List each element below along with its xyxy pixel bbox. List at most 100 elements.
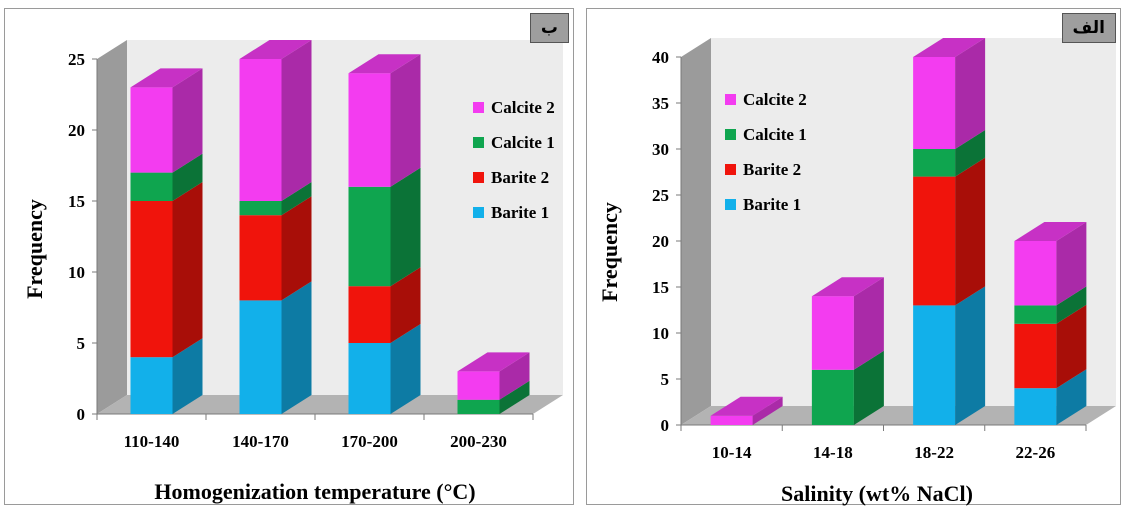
- bar-segment-side: [172, 153, 203, 201]
- x-tick-label: 22-26: [1016, 443, 1056, 462]
- bar-segment-front: [1014, 388, 1057, 425]
- bar-segment-front: [913, 57, 956, 149]
- bar-segment-side: [281, 196, 312, 301]
- bar-segment-side: [390, 324, 421, 414]
- bar-top-face: [348, 54, 421, 74]
- bar-segment-front: [348, 73, 391, 187]
- side-wall: [681, 38, 711, 425]
- bar-segment-front: [1014, 241, 1057, 306]
- legend-swatch: [725, 164, 736, 175]
- legend-label: Barite 2: [491, 168, 549, 187]
- bar-segment-front: [239, 59, 282, 201]
- y-tick-label: 15: [68, 192, 85, 211]
- bar-segment-side: [172, 182, 203, 358]
- legend-label: Barite 2: [743, 160, 801, 179]
- x-tick-label: 200-230: [450, 432, 507, 451]
- homogenization-temperature-chart: 0 5 10 15 20 25 110-140 140-170 170-200 200-230 Ca…: [4, 8, 574, 505]
- homogenization-chart-svg: 0 5 10 15 20 25 110-140 140-170 170-200 200-230 Ca…: [22, 40, 563, 504]
- x-tick-label: 14-18: [813, 443, 853, 462]
- x-axis-title: Salinity (wt% NaCl): [781, 481, 973, 506]
- bar-segment-side: [853, 350, 884, 425]
- bar-segment-side: [752, 396, 783, 425]
- bar-segment-front: [457, 399, 500, 414]
- bar-segment-front: [130, 87, 173, 173]
- legend-swatch: [473, 207, 484, 218]
- bar-segment-side: [390, 54, 421, 187]
- legend-swatch: [473, 172, 484, 183]
- bar-top-face: [1014, 222, 1087, 241]
- bar-segment-side: [499, 352, 530, 400]
- bar-segment-front: [811, 369, 854, 425]
- y-tick-label: 20: [652, 232, 669, 251]
- y-tick-label: 20: [68, 121, 85, 140]
- bar-segment-front: [239, 215, 282, 301]
- floor: [681, 406, 1116, 425]
- salinity-chart: 0 5 10 15 20 25 30 35 40 10-14 14-18 18-22 22-26 Calc…: [586, 8, 1121, 506]
- legend-label: Calcite 2: [491, 98, 555, 117]
- bar-segment-side: [281, 40, 312, 201]
- bar-segment-front: [239, 201, 282, 216]
- legend-label: Barite 1: [491, 203, 549, 222]
- bar-segment-side: [390, 267, 421, 343]
- bar-segment-front: [1014, 323, 1057, 389]
- y-tick-label: 5: [661, 370, 670, 389]
- y-tick-label: 5: [77, 334, 86, 353]
- y-tick-label: 25: [652, 186, 669, 205]
- panel-tag-left: ب: [529, 13, 569, 43]
- x-tick-label: 10-14: [712, 443, 752, 462]
- legend-swatch: [473, 102, 484, 113]
- bar-segment-front: [130, 172, 173, 201]
- bar-segment-front: [811, 296, 854, 370]
- legend-swatch: [725, 129, 736, 140]
- legend-swatch: [725, 94, 736, 105]
- bar-segment-front: [913, 305, 956, 425]
- panel-tag-right: الف: [1061, 13, 1116, 43]
- bar-segment-front: [348, 186, 391, 287]
- legend-label: Calcite 1: [743, 125, 807, 144]
- bar-segment-front: [913, 176, 956, 306]
- legend-swatch: [725, 199, 736, 210]
- y-tick-label: 15: [652, 278, 669, 297]
- y-tick-label: 0: [77, 405, 86, 424]
- bar-segment-side: [390, 167, 421, 287]
- bar-segment-side: [1056, 222, 1087, 306]
- bar-segment-front: [710, 415, 753, 425]
- x-axis-title: Homogenization temperature (°C): [154, 479, 475, 504]
- bar-segment-front: [130, 201, 173, 358]
- bar-segment-side: [955, 130, 986, 177]
- bar-segment-side: [1056, 304, 1087, 389]
- bar-segment-side: [955, 286, 986, 425]
- bar-segment-side: [281, 182, 312, 216]
- legend-label: Calcite 1: [491, 133, 555, 152]
- bar-segment-side: [281, 281, 312, 414]
- bar-top-face: [457, 352, 530, 372]
- y-tick-label: 30: [652, 140, 669, 159]
- bar-segment-side: [1056, 369, 1087, 425]
- x-tick-label: 18-22: [914, 443, 954, 462]
- back-wall: [127, 40, 563, 395]
- x-tick-label: 140-170: [232, 432, 289, 451]
- bar-segment-side: [1056, 286, 1087, 324]
- bar-top-face: [710, 396, 783, 416]
- x-tick-label: 110-140: [124, 432, 180, 451]
- bar-top-face: [913, 38, 986, 57]
- salinity-chart-svg: 0 5 10 15 20 25 30 35 40 10-14 14-18 18-22 22-26 Calc…: [597, 38, 1116, 506]
- y-tick-label: 10: [652, 324, 669, 343]
- bar-top-face: [811, 277, 884, 297]
- legend-label: Calcite 2: [743, 90, 807, 109]
- floor: [97, 395, 563, 414]
- legend-swatch: [473, 137, 484, 148]
- bar-segment-side: [172, 338, 203, 414]
- bar-segment-front: [130, 357, 173, 414]
- y-tick-label: 0: [661, 416, 670, 435]
- bar-segment-front: [913, 149, 956, 177]
- bar-segment-front: [457, 371, 500, 400]
- y-tick-label: 10: [68, 263, 85, 282]
- bar-segment-side: [955, 157, 986, 306]
- bar-segment-front: [1014, 305, 1057, 324]
- bar-top-face: [239, 40, 312, 59]
- bar-segment-side: [172, 68, 203, 173]
- legend-label: Barite 1: [743, 195, 801, 214]
- bar-segment-side: [853, 277, 884, 370]
- bar-segment-front: [348, 286, 391, 343]
